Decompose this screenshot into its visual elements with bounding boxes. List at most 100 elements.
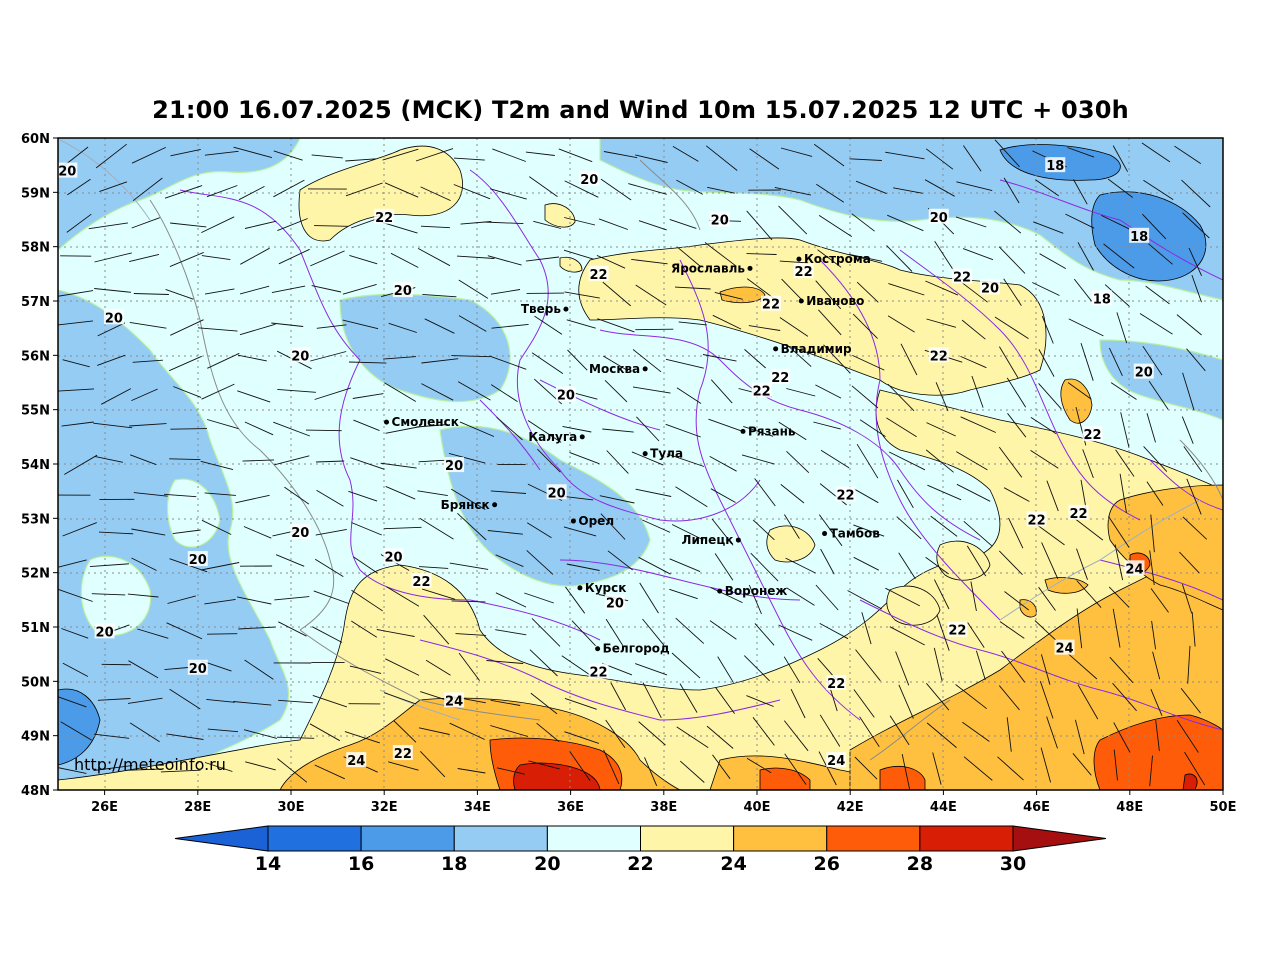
wind-barb <box>170 148 201 157</box>
wind-barb <box>889 715 910 746</box>
wind-barb <box>201 216 235 234</box>
wind-barb <box>490 289 521 295</box>
wind-barb <box>459 421 495 437</box>
isotherm-label-bg <box>751 382 772 398</box>
wind-barb <box>61 628 89 639</box>
wind-barb <box>1046 480 1059 512</box>
wind-barb <box>820 449 850 469</box>
wind-barb <box>665 358 704 369</box>
wind-barb <box>421 358 459 364</box>
wind-barb <box>1139 313 1173 335</box>
wind-barb <box>490 699 521 706</box>
wind-barb <box>345 182 383 197</box>
wind-barb <box>531 352 564 374</box>
wind-barb <box>348 490 378 502</box>
wind-barb <box>271 285 306 294</box>
isotherm-label-bg <box>290 523 311 539</box>
wind-barb <box>744 349 766 369</box>
wind-barb <box>853 689 875 718</box>
wind-barb <box>709 620 737 640</box>
wind-barb <box>1038 349 1055 377</box>
wind-barb <box>887 383 915 412</box>
city-label: Орел <box>578 514 614 528</box>
wind-barb <box>62 522 97 537</box>
wind-barb <box>887 214 924 232</box>
wind-barb <box>754 478 776 507</box>
wind-barb <box>898 552 916 579</box>
wind-barb <box>423 614 450 645</box>
wind-barb <box>125 768 164 771</box>
wind-barb <box>197 327 238 332</box>
wind-barb <box>422 293 457 298</box>
wind-barb <box>1080 342 1094 381</box>
wind-barb <box>853 556 880 571</box>
isotherm-label-bg <box>546 484 567 500</box>
wind-barb <box>60 721 92 741</box>
wind-barb <box>237 596 272 605</box>
wind-barb <box>419 517 454 540</box>
wind-barb <box>930 515 958 537</box>
wind-barb <box>1152 651 1161 680</box>
wind-barb <box>94 733 130 739</box>
wind-barb <box>1112 682 1137 712</box>
isotherm-label-bg <box>1082 426 1103 442</box>
wind-barb <box>853 524 885 537</box>
wind-barb <box>165 288 194 300</box>
watermark-url: http://meteoinfo.ru <box>74 755 226 774</box>
wind-barb <box>235 494 270 504</box>
wind-barb <box>715 686 735 714</box>
wind-barb <box>853 488 879 504</box>
city-label: Ярославль <box>671 261 745 275</box>
wind-barb <box>495 554 524 568</box>
city-label: Белгород <box>603 642 670 656</box>
wind-barb <box>490 725 529 737</box>
isotherm-label-bg <box>1068 504 1089 520</box>
wind-barb <box>924 179 955 197</box>
wind-barb <box>204 492 236 496</box>
wind-barb <box>960 416 996 433</box>
wind-barb <box>305 429 342 432</box>
city-label: Тула <box>650 447 683 461</box>
wind-barb <box>1187 645 1191 684</box>
wind-barb <box>642 682 662 719</box>
wind-barb <box>131 528 166 536</box>
wind-barb <box>610 682 626 711</box>
wind-barb <box>955 216 987 228</box>
isotherm-label: 20 <box>711 214 729 229</box>
wind-barb <box>638 721 666 746</box>
wind-barb <box>635 488 672 497</box>
isotherm-label-bg <box>444 457 465 473</box>
wind-barb <box>1150 588 1169 613</box>
lon-tick-label: 26E <box>91 800 118 815</box>
wind-barb <box>642 618 665 646</box>
wind-barb <box>779 260 809 264</box>
wind-barb <box>926 422 956 437</box>
wind-barb <box>859 716 880 747</box>
wind-barb <box>129 321 167 329</box>
city-label: Курск <box>585 581 626 595</box>
colorbar-swatch <box>360 825 455 852</box>
wind-barb <box>778 421 807 441</box>
city-marker <box>735 537 741 543</box>
wind-barb <box>239 323 276 336</box>
wind-barb <box>385 426 421 434</box>
wind-barb <box>1104 284 1130 307</box>
wind-barb <box>749 148 780 170</box>
city-marker <box>563 306 569 312</box>
wind-barb <box>1003 177 1020 204</box>
city-marker <box>642 366 648 372</box>
wind-barb <box>677 247 701 267</box>
wind-barb <box>127 593 159 598</box>
wind-barb <box>344 731 380 744</box>
wind-barb <box>1182 372 1195 411</box>
wind-barb <box>170 428 208 430</box>
wind-barb <box>201 383 235 400</box>
wind-barb <box>780 484 805 504</box>
wind-barb <box>671 652 701 679</box>
wind-barb <box>129 253 160 263</box>
wind-barb <box>779 317 809 337</box>
wind-barb <box>679 683 698 713</box>
wind-barb <box>100 388 132 405</box>
wind-barb <box>667 453 705 467</box>
